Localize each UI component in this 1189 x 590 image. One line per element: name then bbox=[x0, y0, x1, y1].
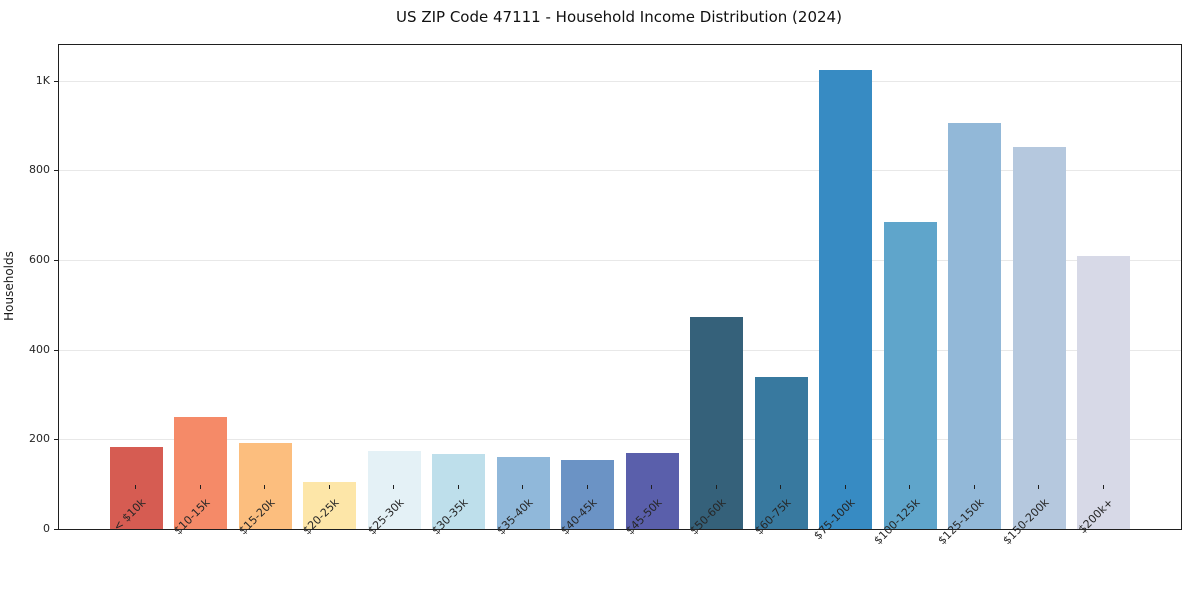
gridline bbox=[59, 170, 1181, 172]
y-tick-mark bbox=[54, 170, 58, 172]
bar-10k bbox=[109, 447, 163, 529]
x-tick-mark bbox=[328, 485, 330, 489]
y-tick-mark bbox=[54, 439, 58, 441]
x-tick-mark bbox=[457, 485, 459, 489]
x-tick-mark bbox=[973, 485, 975, 489]
bar-10-15k bbox=[174, 417, 228, 529]
bar-60-75k bbox=[754, 377, 808, 529]
bar-15-20k bbox=[238, 442, 292, 529]
x-tick-mark bbox=[1102, 485, 1104, 489]
y-tick-mark bbox=[54, 529, 58, 530]
bar-125-150k bbox=[948, 122, 1002, 529]
y-tick-label: 0 bbox=[43, 522, 50, 535]
y-tick-label: 600 bbox=[29, 253, 50, 267]
chart-title: US ZIP Code 47111 - Household Income Dis… bbox=[396, 8, 842, 26]
x-tick-mark bbox=[844, 485, 846, 489]
y-tick-label: 800 bbox=[29, 163, 50, 177]
y-tick-label: 1K bbox=[35, 73, 50, 87]
gridline bbox=[59, 349, 1181, 351]
x-tick-mark bbox=[1038, 485, 1040, 489]
gridline bbox=[59, 260, 1181, 262]
bar-200k bbox=[1077, 255, 1131, 529]
bar-100-125k bbox=[883, 222, 937, 529]
bar-50-60k bbox=[690, 317, 744, 529]
y-tick-label: 400 bbox=[29, 342, 50, 356]
x-tick-mark bbox=[522, 485, 524, 489]
x-tick-mark bbox=[909, 485, 911, 489]
x-tick-mark bbox=[199, 485, 201, 489]
bar-30-35k bbox=[432, 454, 486, 529]
x-tick-mark bbox=[393, 485, 395, 489]
x-tick-mark bbox=[586, 485, 588, 489]
y-tick-mark bbox=[54, 349, 58, 351]
bar-25-30k bbox=[367, 451, 421, 529]
bar-35-40k bbox=[496, 457, 550, 529]
bar-20-25k bbox=[303, 482, 357, 529]
x-tick-mark bbox=[780, 485, 782, 489]
x-tick-mark bbox=[264, 485, 266, 489]
y-tick-mark bbox=[54, 80, 58, 82]
bar-150-200k bbox=[1012, 146, 1066, 529]
bar-75-100k bbox=[819, 69, 873, 529]
bar-40-45k bbox=[561, 459, 615, 529]
x-tick-mark bbox=[135, 485, 136, 489]
bar-45-50k bbox=[625, 452, 679, 529]
gridline bbox=[59, 439, 1181, 441]
gridline bbox=[59, 80, 1181, 82]
plot-area bbox=[54, 44, 1182, 530]
x-tick-mark bbox=[715, 485, 717, 489]
y-tick-mark bbox=[54, 260, 58, 262]
x-tick-mark bbox=[651, 485, 653, 489]
y-tick-label: 200 bbox=[29, 432, 50, 446]
